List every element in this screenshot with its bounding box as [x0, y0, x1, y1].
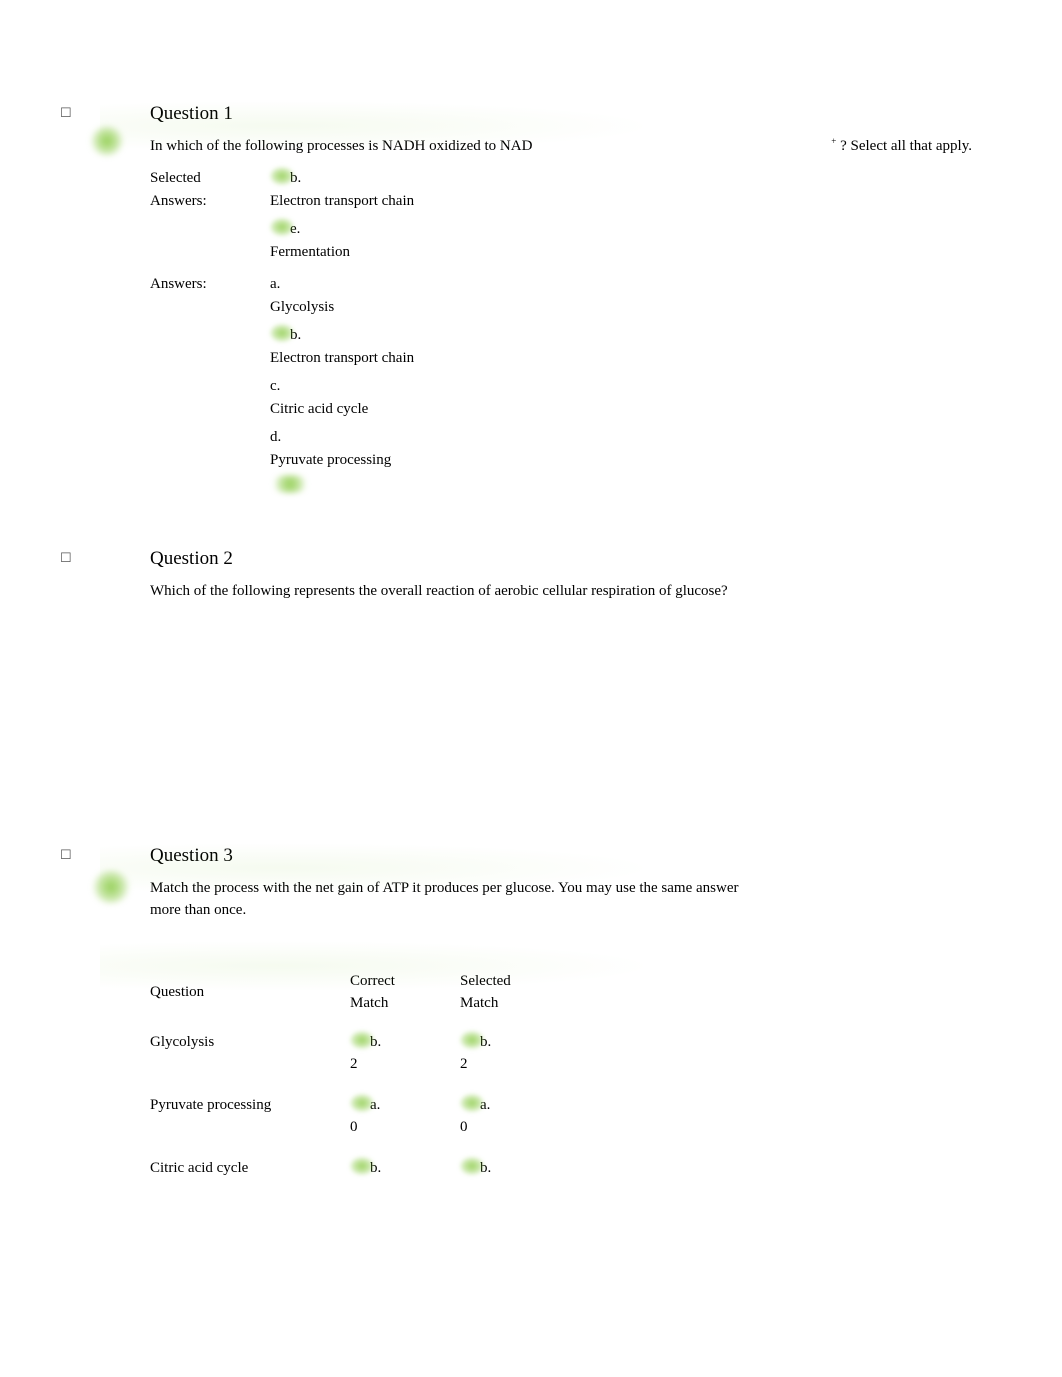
question-prompt: Which of the following represents the ov… — [150, 580, 770, 603]
selected-answers-label: SelectedAnswers: — [150, 167, 270, 212]
match-question: Glycolysis — [150, 1025, 350, 1088]
answer-letter: d. — [270, 429, 281, 445]
match-value: 0 — [460, 1116, 548, 1139]
match-question: Pyruvate processing — [150, 1088, 350, 1151]
bullet-icon: ☐ — [60, 100, 90, 123]
match-value: 2 — [350, 1053, 438, 1076]
answers-label: Answers: — [150, 273, 270, 296]
question-title: Question 1 — [150, 100, 1002, 129]
match-value: 0 — [350, 1116, 438, 1139]
prompt-sup: + — [831, 136, 836, 146]
prompt-left: In which of the following processes is N… — [150, 138, 532, 154]
answer-text: Electron transport chain — [270, 350, 414, 366]
answer-text: Pyruvate processing — [270, 452, 391, 468]
question-1: ☐ Question 1 In which of the following p… — [60, 100, 1002, 485]
match-table: Question CorrectMatch SelectedMatch Glyc… — [150, 964, 570, 1192]
table-row: Pyruvate processing a.0 a.0 — [150, 1088, 570, 1151]
match-value: 2 — [460, 1053, 548, 1076]
table-header-row: Question CorrectMatch SelectedMatch — [150, 964, 570, 1025]
selected-text: Fermentation — [270, 244, 350, 260]
bullet-icon: ☐ — [60, 842, 90, 865]
question-title: Question 3 — [150, 842, 1002, 871]
table-row: Citric acid cycle b. b. — [150, 1151, 570, 1192]
col-selected-match: SelectedMatch — [460, 964, 570, 1025]
question-prompt: In which of the following processes is N… — [150, 135, 1002, 158]
bullet-icon: ☐ — [60, 545, 90, 568]
answer-text: Glycolysis — [270, 299, 334, 315]
prompt-right: ? Select all that apply. — [840, 138, 972, 154]
col-correct-match: CorrectMatch — [350, 964, 460, 1025]
answer-letter: a. — [270, 276, 280, 292]
question-3: ☐ Question 3 Match the process with the … — [60, 842, 1002, 1191]
answer-text: Citric acid cycle — [270, 401, 368, 417]
question-title: Question 2 — [150, 545, 1002, 574]
table-row: Glycolysis b.2 b.2 — [150, 1025, 570, 1088]
question-prompt: Match the process with the net gain of A… — [150, 877, 770, 922]
question-2: ☐ Question 2 Which of the following repr… — [60, 545, 1002, 612]
match-question: Citric acid cycle — [150, 1151, 350, 1192]
answer-letter: c. — [270, 378, 280, 394]
selected-text: Electron transport chain — [270, 193, 414, 209]
col-question: Question — [150, 964, 350, 1025]
